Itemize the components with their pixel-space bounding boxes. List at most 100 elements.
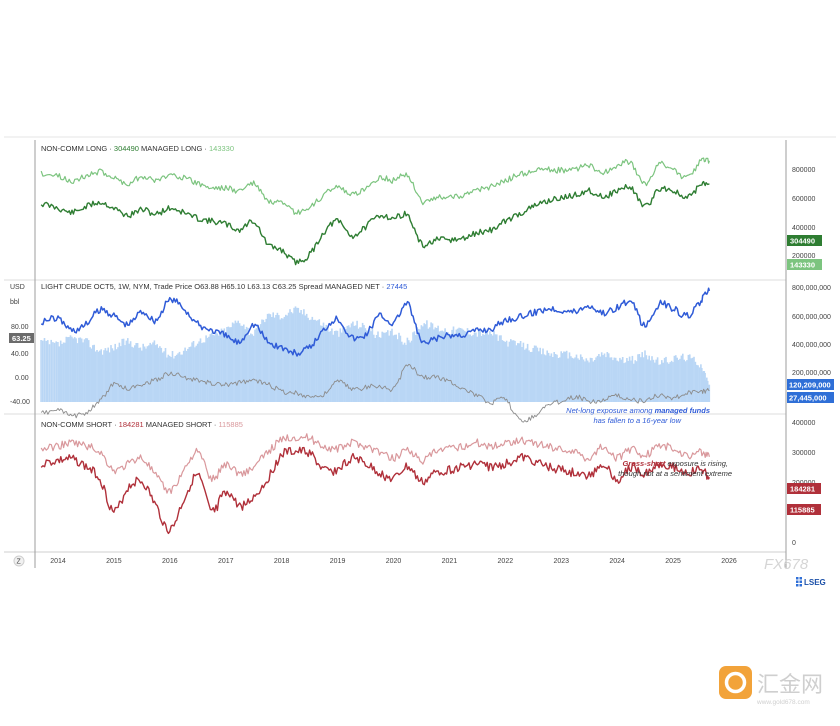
timezone-button[interactable]	[13, 555, 25, 567]
spread-bar	[236, 322, 238, 402]
spread-bar	[489, 331, 491, 402]
spread-bar	[564, 351, 567, 402]
spread-bar	[505, 340, 508, 402]
spread-bar	[493, 330, 495, 402]
spread-bar	[326, 327, 329, 402]
spread-bar	[289, 309, 291, 402]
spread-bar	[543, 354, 546, 402]
x-tick-2026: 2026	[721, 558, 737, 565]
spread-bar	[208, 336, 210, 402]
spread-bar	[94, 351, 97, 402]
spread-bar	[213, 335, 216, 402]
spread-bar	[623, 363, 625, 402]
spread-bar	[45, 340, 47, 402]
spread-bar	[536, 347, 539, 402]
spread-bar	[487, 334, 490, 402]
spread-bar	[78, 337, 80, 402]
spread-bar	[451, 329, 453, 402]
x-tick-2019: 2019	[330, 558, 346, 565]
spread-bar	[596, 355, 599, 402]
spread-bar	[303, 309, 305, 402]
spread-bar	[542, 348, 544, 402]
spread-bar	[66, 337, 69, 402]
spread-bar	[595, 357, 597, 402]
spread-bar	[97, 351, 100, 402]
spread-bar	[304, 315, 307, 402]
spread-bar	[427, 328, 430, 402]
spread-bar	[475, 332, 477, 402]
spread-bar	[331, 328, 333, 402]
spread-bar	[233, 323, 235, 402]
spread-bar	[524, 349, 526, 402]
y-tick-long-400000: 400000	[792, 225, 815, 232]
spread-bar	[85, 338, 87, 402]
spread-bar	[644, 350, 646, 402]
spread-bar	[593, 360, 596, 402]
spread-bar	[258, 328, 260, 402]
spread-bar	[80, 338, 83, 402]
spread-bar	[430, 322, 432, 402]
spread-bar	[215, 331, 217, 402]
spread-bar	[110, 345, 112, 402]
spread-bar	[698, 367, 701, 402]
spread-bar	[658, 364, 660, 402]
spread-bar	[645, 355, 648, 402]
spread-bar	[419, 329, 421, 402]
spread-bar	[264, 322, 266, 402]
spread-bar	[479, 330, 481, 402]
spread-bar	[659, 364, 662, 402]
spread-bar	[585, 358, 588, 402]
series-line-managed-net	[40, 287, 711, 357]
spread-bar	[663, 357, 666, 402]
spread-bar	[420, 325, 423, 402]
spread-bar	[617, 361, 620, 402]
spread-bar	[591, 358, 593, 402]
spread-bar	[301, 314, 304, 402]
spread-bar	[192, 341, 195, 402]
spread-bar	[201, 343, 203, 402]
spread-bar	[621, 357, 624, 402]
spread-bar	[159, 346, 161, 402]
spread-bar	[333, 331, 336, 402]
spread-bar	[388, 335, 390, 402]
spread-bar	[642, 357, 645, 402]
spread-bar	[223, 328, 226, 402]
spread-bar	[276, 312, 279, 402]
x-tick-2020: 2020	[386, 558, 402, 565]
spread-bar	[254, 329, 256, 402]
tag-managed-short	[787, 504, 821, 515]
tag-managed-net	[787, 392, 834, 403]
spread-bar	[462, 329, 465, 402]
spread-bar	[230, 327, 232, 402]
series-line-noncomm-short	[40, 446, 711, 535]
spread-bar	[174, 356, 177, 402]
spread-bar	[189, 346, 192, 402]
spread-bar	[391, 328, 393, 402]
spread-bar	[437, 325, 439, 402]
spread-bar	[602, 355, 604, 402]
spread-bar	[510, 339, 512, 402]
spread-bar	[283, 316, 286, 402]
spread-bar	[463, 330, 466, 402]
spread-bar	[522, 342, 525, 402]
spread-bar	[547, 352, 550, 402]
spread-bar	[338, 336, 340, 402]
spread-bar	[589, 357, 592, 402]
spread-bar	[691, 357, 694, 402]
spread-bar	[679, 358, 681, 402]
spread-bar	[572, 358, 575, 402]
spread-bar	[449, 334, 452, 402]
legend-noncomm-long: NON-COMM LONG · 304490 MANAGED LONG · 14…	[41, 144, 234, 153]
legend-noncomm-short: NON-COMM SHORT · 184281 MANAGED SHORT · …	[41, 420, 243, 429]
spread-bar	[648, 355, 650, 402]
spread-bar	[582, 359, 585, 402]
spread-bar	[403, 342, 406, 402]
spread-bar	[252, 335, 255, 402]
spread-bar	[649, 360, 652, 402]
spread-bar	[413, 331, 416, 402]
spread-bar	[482, 333, 484, 402]
spread-bar	[496, 334, 498, 402]
spread-bar	[672, 362, 674, 402]
spread-bar	[633, 363, 635, 402]
spread-bar	[142, 343, 144, 402]
